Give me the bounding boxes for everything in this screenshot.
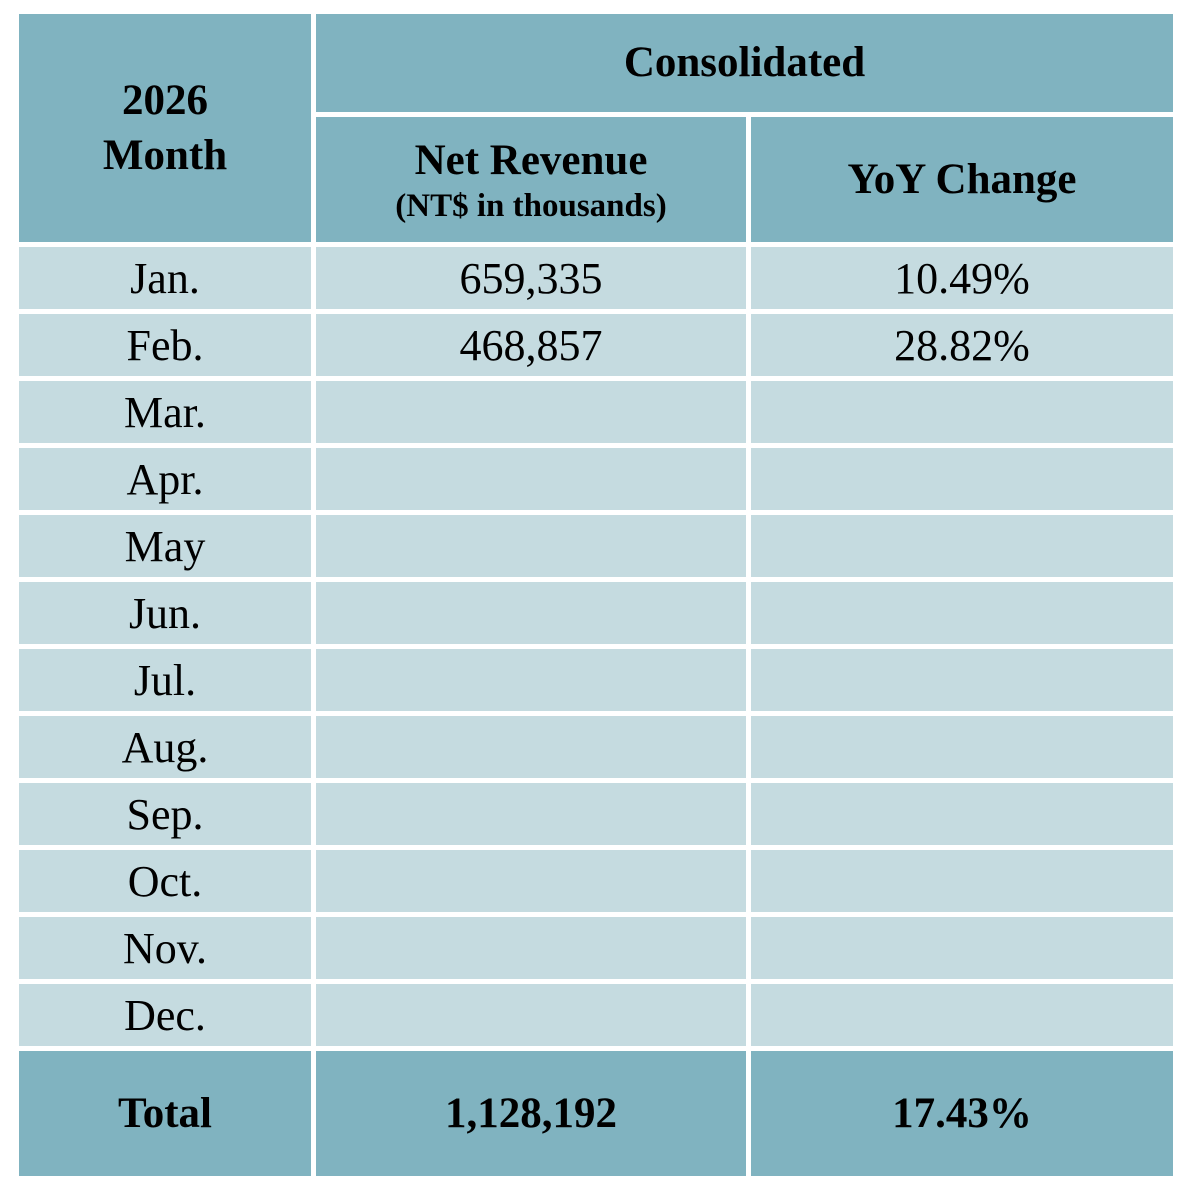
month-label: Month	[102, 132, 228, 179]
yoy-cell	[751, 783, 1173, 845]
table-row-may: May	[19, 515, 1173, 577]
revenue-cell	[316, 649, 746, 711]
yoy-cell	[751, 649, 1173, 711]
year-month-header-cell: 2026 Month	[19, 14, 311, 242]
month-cell: Feb.	[19, 314, 311, 376]
table-row-jun: Jun.	[19, 582, 1173, 644]
table-row-oct: Oct.	[19, 850, 1173, 912]
header-sub-row: Net Revenue (NT$ in thousands) YoY Chang…	[19, 117, 1173, 242]
revenue-cell	[316, 716, 746, 778]
month-cell: Jul.	[19, 649, 311, 711]
table-row-mar: Mar.	[19, 381, 1173, 443]
total-label-cell: Total	[19, 1051, 311, 1176]
total-yoy-cell: 17.43%	[751, 1051, 1173, 1176]
yoy-cell: 10.49%	[751, 247, 1173, 309]
month-cell: Dec.	[19, 984, 311, 1046]
table-row-jul: Jul.	[19, 649, 1173, 711]
month-cell: Jun.	[19, 582, 311, 644]
year-label: 2026	[122, 76, 208, 124]
yoy-cell	[751, 515, 1173, 577]
total-revenue-cell: 1,128,192	[316, 1051, 746, 1176]
yoy-cell	[751, 582, 1173, 644]
table-row-sep: Sep.	[19, 783, 1173, 845]
month-cell: Sep.	[19, 783, 311, 845]
header-group-row: 2026 Month Consolidated	[19, 14, 1173, 242]
revenue-cell	[316, 850, 746, 912]
yoy-cell	[751, 850, 1173, 912]
net-revenue-unit-label: (NT$ in thousands)	[395, 188, 667, 225]
month-cell: Apr.	[19, 448, 311, 510]
revenue-cell	[316, 515, 746, 577]
revenue-cell	[316, 381, 746, 443]
yoy-cell	[751, 448, 1173, 510]
net-revenue-header-label: Net Revenue	[414, 137, 648, 185]
yoy-cell	[751, 716, 1173, 778]
table-row-apr: Apr.	[19, 448, 1173, 510]
month-cell: May	[19, 515, 311, 577]
consolidated-header-cell: Consolidated	[316, 14, 1173, 112]
yoy-header-cell: YoY Change	[751, 117, 1173, 242]
table-row-aug: Aug.	[19, 716, 1173, 778]
yoy-cell	[751, 917, 1173, 979]
table-row-feb: Feb. 468,857 28.82%	[19, 314, 1173, 376]
table-row-jan: Jan. 659,335 10.49%	[19, 247, 1173, 309]
revenue-cell	[316, 984, 746, 1046]
revenue-cell: 468,857	[316, 314, 746, 376]
revenue-cell: 659,335	[316, 247, 746, 309]
month-cell: Jan.	[19, 247, 311, 309]
table-row-total: Total 1,128,192 17.43%	[19, 1051, 1173, 1176]
month-cell: Mar.	[19, 381, 311, 443]
yoy-cell	[751, 984, 1173, 1046]
revenue-cell	[316, 582, 746, 644]
net-revenue-header-cell: Net Revenue (NT$ in thousands)	[316, 117, 746, 242]
month-cell: Oct.	[19, 850, 311, 912]
revenue-table: 2026 Month Consolidated Net Revenue (NT$…	[14, 9, 1178, 1181]
revenue-cell	[316, 783, 746, 845]
revenue-cell	[316, 917, 746, 979]
yoy-cell	[751, 381, 1173, 443]
month-cell: Nov.	[19, 917, 311, 979]
table-row-nov: Nov.	[19, 917, 1173, 979]
table-row-dec: Dec.	[19, 984, 1173, 1046]
revenue-cell	[316, 448, 746, 510]
yoy-cell: 28.82%	[751, 314, 1173, 376]
month-cell: Aug.	[19, 716, 311, 778]
